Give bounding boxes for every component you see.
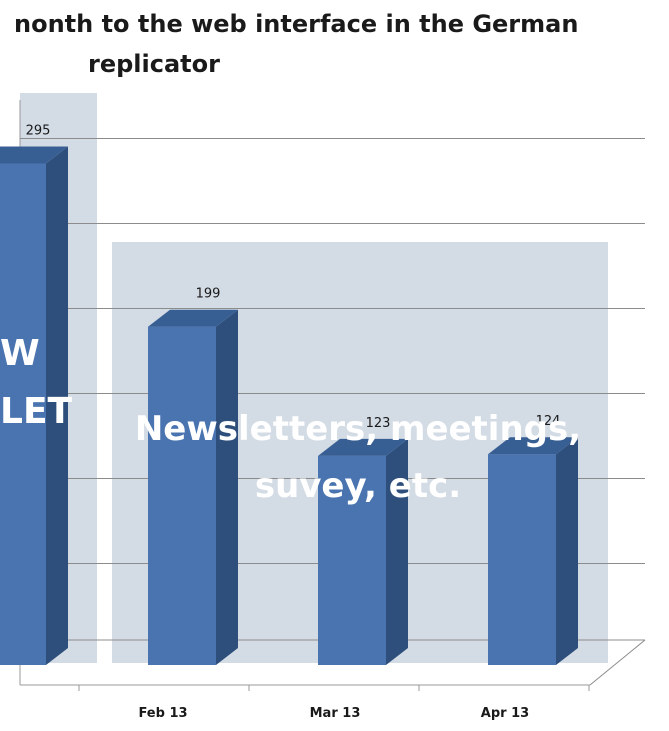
- bar: [0, 163, 46, 665]
- bar-top: [148, 309, 238, 327]
- data-label: 199: [196, 287, 221, 302]
- bar-top: [318, 438, 408, 456]
- bar-side: [556, 437, 578, 665]
- bar-side: [46, 146, 68, 665]
- bar-side: [216, 309, 238, 665]
- bar-top: [488, 437, 578, 455]
- annotation-right-line: Newsletters, meetings,: [135, 409, 581, 449]
- floor-side-edge: [589, 639, 646, 686]
- data-label: 123: [366, 416, 391, 431]
- x-tick-label: Feb 13: [138, 706, 187, 721]
- chart-title-line-2: replicator: [88, 50, 220, 78]
- x-tick-label: Apr 13: [481, 706, 529, 721]
- chart-title-line-1: nonth to the web interface in the German: [14, 10, 579, 38]
- bar: [148, 326, 216, 665]
- bar: [318, 455, 386, 665]
- annotation-right-line: suvey, etc.: [255, 466, 461, 506]
- bar: [488, 454, 556, 665]
- x-tick-label: Mar 13: [310, 706, 361, 721]
- data-label: 295: [26, 124, 51, 139]
- bar-top: [0, 146, 68, 164]
- annotation-left-line: W: [0, 333, 40, 374]
- bar-side: [386, 438, 408, 665]
- annotation-left-line: LET: [0, 391, 73, 432]
- data-label: 124: [536, 414, 561, 429]
